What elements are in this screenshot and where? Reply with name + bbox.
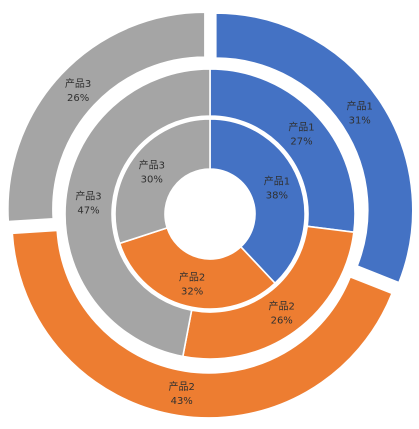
- inner-slice-3-label: 产品3 30%: [139, 159, 165, 186]
- middle-ring: 产品1 27%产品2 26%产品3 47%: [64, 68, 356, 360]
- outer-slice-1-value: 31%: [349, 115, 371, 126]
- middle-slice-3-label: 产品3 47%: [75, 190, 101, 217]
- middle-slice-2-name: 产品2: [269, 300, 295, 313]
- middle-slice-3: [64, 68, 211, 358]
- inner-slice-2-name: 产品2: [179, 271, 205, 284]
- inner-slice-3-value: 30%: [141, 175, 163, 186]
- outer-slice-1-name: 产品1: [347, 99, 373, 112]
- outer-slice-1-label: 产品1 31%: [347, 99, 373, 126]
- outer-slice-2-name: 产品2: [169, 380, 195, 393]
- outer-slice-3-name: 产品3: [65, 77, 91, 90]
- inner-slice-2-value: 32%: [181, 287, 203, 298]
- inner-slice-1-name: 产品1: [264, 175, 290, 188]
- middle-slice-2-label: 产品2 26%: [269, 300, 295, 327]
- inner-slice-2: [118, 226, 277, 310]
- outer-ring: 产品1 31%产品2 43%产品3 26%: [7, 11, 414, 419]
- outer-slice-2-label: 产品2 43%: [169, 380, 195, 407]
- middle-slice-1-name: 产品1: [288, 120, 314, 133]
- inner-slice-1-value: 38%: [266, 191, 288, 202]
- middle-slice-3-name: 产品3: [75, 190, 101, 203]
- middle-slice-2-value: 26%: [271, 316, 293, 327]
- outer-slice-1: [214, 12, 414, 284]
- inner-slice-3: [114, 118, 211, 245]
- outer-slice-3-label: 产品3 26%: [65, 77, 91, 104]
- middle-slice-1-value: 27%: [290, 136, 312, 147]
- outer-slice-2-value: 43%: [171, 396, 193, 407]
- inner-slice-1-label: 产品1 38%: [264, 175, 290, 202]
- inner-slice-2-label: 产品2 32%: [179, 271, 205, 298]
- outer-slice-3: [7, 11, 206, 223]
- inner-ring: 产品1 38%产品2 32%产品3 30%: [114, 118, 306, 310]
- middle-slice-1-label: 产品1 27%: [288, 120, 314, 147]
- middle-slice-3-value: 47%: [77, 206, 99, 217]
- outer-slice-3-value: 26%: [67, 93, 89, 104]
- inner-slice-1: [209, 118, 306, 285]
- outer-slice-2: [11, 229, 394, 419]
- inner-slice-3-name: 产品3: [139, 159, 165, 172]
